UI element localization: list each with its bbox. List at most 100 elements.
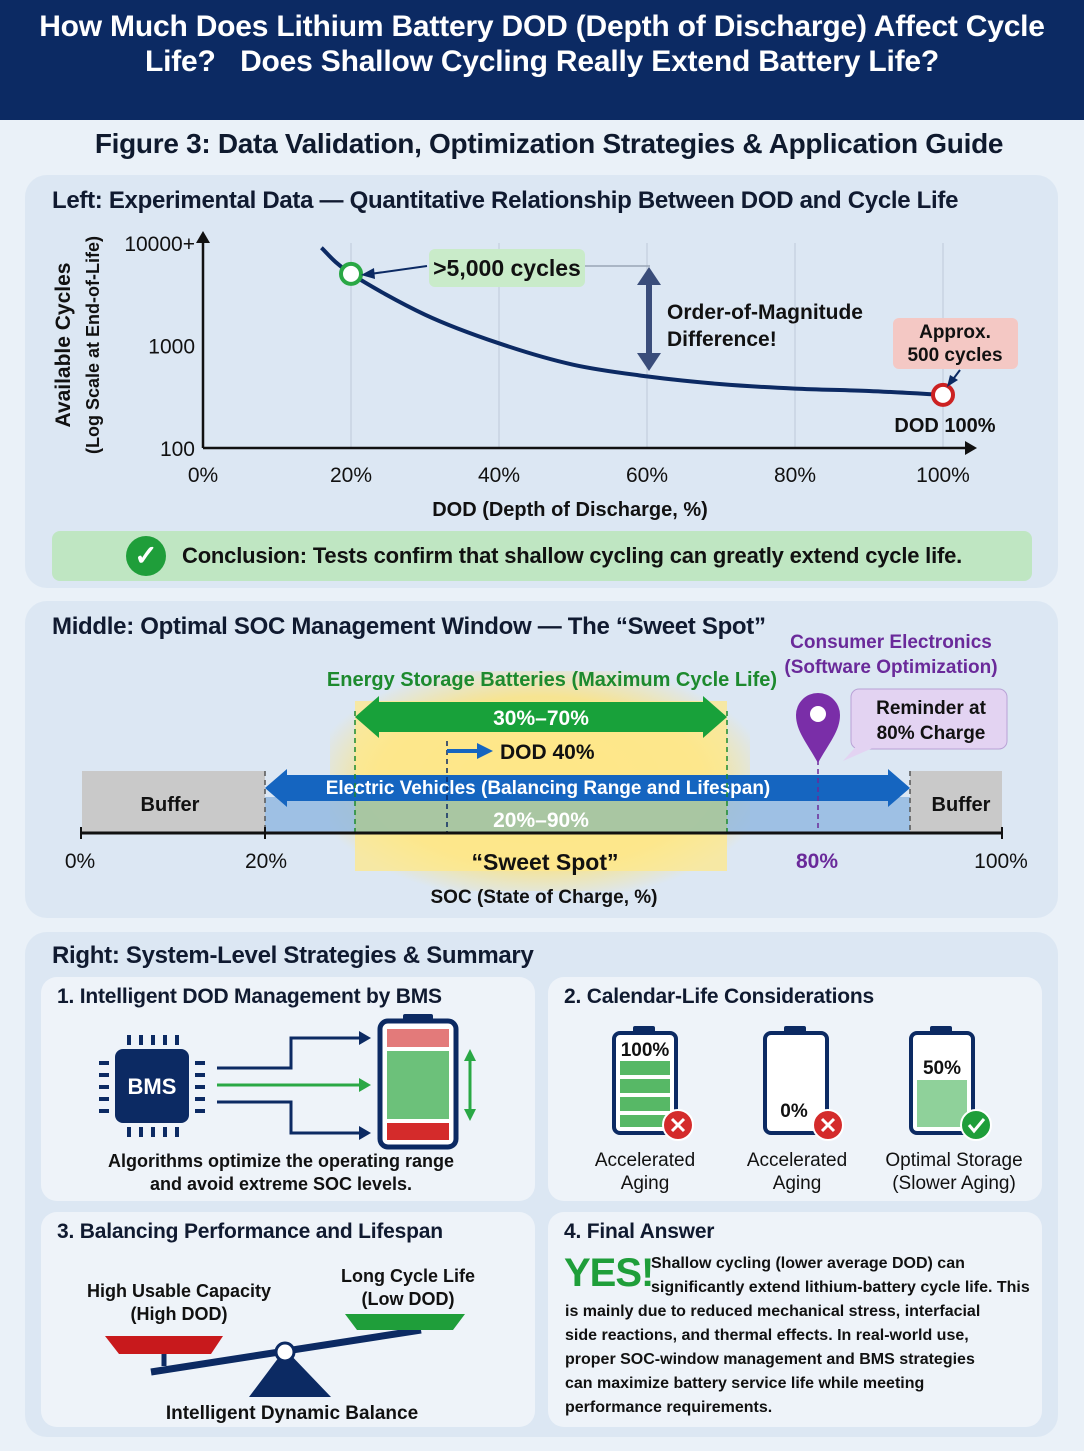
- x-tick-label: 80%: [774, 464, 816, 487]
- middle-panel: Middle: Optimal SOC Management Window — …: [25, 601, 1058, 918]
- callout-5000-box: [429, 249, 585, 287]
- soc-axis-80: 80%: [796, 850, 838, 873]
- soc-axis-20: 20%: [245, 850, 287, 873]
- dod40-arrowhead: [477, 743, 493, 759]
- energy-arrow-left-head: [355, 696, 379, 738]
- reminder-bubble: [843, 688, 1008, 761]
- reminder-line-2: 80% Charge: [877, 723, 986, 744]
- x-tick-label: 0%: [188, 464, 218, 487]
- balance-caption: Intelligent Dynamic Balance: [166, 1403, 418, 1424]
- conclusion-body: Tests confirm that shallow cycling can g…: [306, 543, 963, 568]
- balance-left-line-2: (High DOD): [131, 1304, 228, 1324]
- battery-empty-label-line-1: Accelerated: [747, 1150, 847, 1171]
- x-tick-labels: 0% 20% 40% 60% 80% 100%: [188, 464, 970, 487]
- consumer-label-line-1: Consumer Electronics: [790, 632, 992, 653]
- battery-half-label-line-2: (Slower Aging): [892, 1173, 1016, 1194]
- y-tick-label: 10000+: [124, 233, 195, 256]
- middle-panel-title: Middle: Optimal SOC Management Window — …: [52, 613, 766, 640]
- final-line-6: can maximize battery service life while …: [565, 1375, 925, 1392]
- balance-left-line-1: High Usable Capacity: [87, 1281, 271, 1301]
- conclusion-bar: ✓ Conclusion: Tests confirm that shallow…: [52, 531, 1032, 581]
- x-mark-icon: [662, 1109, 694, 1141]
- bms-chip-label: BMS: [128, 1074, 177, 1099]
- final-line-4: side reactions, and thermal effects. In …: [565, 1327, 969, 1344]
- reminder-line-1: Reminder at: [876, 698, 986, 719]
- bms-arrowhead-bottom: [359, 1126, 371, 1140]
- sweet-spot-label: “Sweet Spot”: [472, 849, 619, 875]
- point-dod-20: [339, 261, 363, 286]
- soc-window-diagram: Buffer Buffer 20%–90% Electric Vehicles …: [65, 632, 1028, 908]
- card-bms-title: 1. Intelligent DOD Management by BMS: [57, 985, 442, 1008]
- energy-range-label: 30%–70%: [493, 707, 589, 730]
- magnitude-text-line-2: Difference!: [667, 328, 777, 351]
- bms-arrowhead-top: [359, 1031, 371, 1045]
- final-line-5: proper SOC-window management and BMS str…: [565, 1351, 975, 1368]
- magnitude-arrow-bottom: [637, 353, 661, 371]
- soc-axis-label: SOC (State of Charge, %): [431, 887, 658, 908]
- card-final-answer: 4. Final Answer YES! Shallow cycling (lo…: [548, 1212, 1042, 1427]
- battery-half-icon: [909, 1026, 975, 1135]
- energy-arrow-right-head: [703, 696, 727, 738]
- ev-label: Electric Vehicles (Balancing Range and L…: [326, 778, 771, 799]
- bms-chip-icon: [99, 1035, 205, 1137]
- battery-empty-label-line-2: Aging: [773, 1173, 822, 1194]
- energy-storage-label: Energy Storage Batteries (Maximum Cycle …: [327, 669, 777, 691]
- yes-badge: YES!: [564, 1251, 654, 1295]
- range-arrow-icon: [464, 1049, 476, 1121]
- soc-axis-100: 100%: [974, 850, 1028, 873]
- callout-5000-arrowhead: [361, 268, 375, 279]
- dod-100-label: DOD 100%: [894, 415, 995, 437]
- balance-diagram: High Usable Capacity (High DOD) Long Cyc…: [87, 1266, 475, 1424]
- magnitude-text-line-1: Order-of-Magnitude: [667, 301, 863, 324]
- battery-full-icon: [612, 1026, 678, 1135]
- battery-full-label-line-2: Aging: [621, 1173, 670, 1194]
- magnitude-arrow-top: [637, 267, 661, 285]
- buffer-right-block: [910, 771, 1002, 833]
- consumer-label-line-2: (Software Optimization): [784, 657, 997, 678]
- map-pin-icon: [796, 693, 840, 763]
- buffer-left-label: Buffer: [141, 794, 200, 816]
- card-balance: 3. Balancing Performance and Lifespan Hi…: [41, 1212, 535, 1427]
- seesaw-icon: [105, 1314, 465, 1397]
- card-bms: 1. Intelligent DOD Management by BMS BMS: [41, 977, 535, 1201]
- y-tick-labels: 100 1000 10000+: [124, 233, 195, 461]
- y-tick-label: 1000: [148, 336, 195, 359]
- cycle-life-curve: [320, 246, 944, 397]
- approx-500-line-2: 500 cycles: [907, 345, 1002, 366]
- approx-500-arrowhead: [947, 375, 958, 387]
- callout-5000-text: >5,000 cycles: [433, 255, 581, 281]
- dod-cycle-chart: 100 1000 10000+ 0% 20% 40% 60% 80% 100% Availab…: [52, 231, 1018, 521]
- header-line-1: How Much Does Lithium Battery DOD (Depth…: [39, 10, 1045, 43]
- battery-icon: [377, 1014, 459, 1150]
- y-axis-arrow: [196, 231, 210, 243]
- check-circle-icon: ✓: [126, 536, 166, 576]
- y-axis-label-line-1: Available Cycles: [52, 263, 75, 428]
- header-line-2: Life? Does Shallow Cycling Really Extend…: [145, 45, 939, 78]
- card-calendar-life: 2. Calendar-Life Considerations 100% Acc…: [548, 977, 1042, 1201]
- ev-range-label: 20%–90%: [493, 809, 589, 832]
- battery-empty-level: 0%: [780, 1101, 808, 1122]
- energy-arrow-body: [375, 702, 707, 732]
- bms-arrowhead-mid: [359, 1078, 371, 1092]
- x-tick-label: 100%: [916, 464, 970, 487]
- approx-500-line-1: Approx.: [919, 322, 991, 343]
- bms-control-arrows: [217, 1036, 361, 1135]
- calendar-life-diagram: 100% Accelerated Aging 0% Accelerated Ag…: [595, 1026, 1023, 1194]
- final-line-3: is mainly due to reduced mechanical stre…: [565, 1303, 981, 1320]
- soc-axis-0: 0%: [65, 850, 95, 873]
- x-axis-label: DOD (Depth of Discharge, %): [432, 499, 708, 521]
- ev-arrow-body: [283, 775, 893, 801]
- x-tick-label: 60%: [626, 464, 668, 487]
- battery-full-label-line-1: Accelerated: [595, 1150, 695, 1171]
- ev-band-center: [355, 797, 727, 833]
- x-tick-label: 20%: [330, 464, 372, 487]
- bms-caption-line-1: Algorithms optimize the operating range: [108, 1151, 454, 1171]
- battery-empty-icon: [763, 1026, 829, 1135]
- y-tick-label: 100: [160, 438, 195, 461]
- dod40-label: DOD 40%: [500, 741, 595, 764]
- balance-right-line-2: (Low DOD): [362, 1289, 455, 1309]
- left-panel-title: Left: Experimental Data — Quantitative R…: [52, 187, 959, 214]
- right-panel-title: Right: System-Level Strategies & Summary: [52, 942, 534, 969]
- final-line-1: Shallow cycling (lower average DOD) can: [651, 1255, 965, 1272]
- ev-arrow-right-head: [888, 769, 910, 807]
